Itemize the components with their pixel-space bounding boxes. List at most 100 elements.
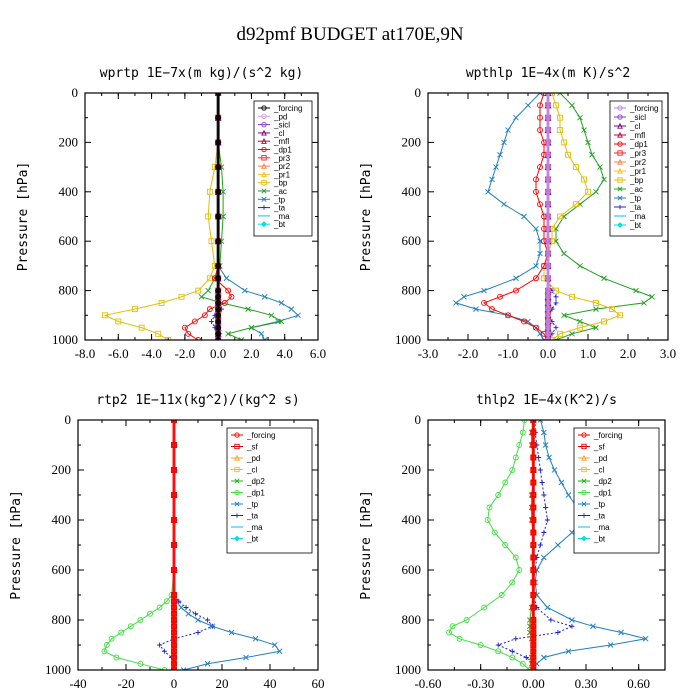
- figure-title: d92pmf BUDGET at170E,9N: [236, 24, 463, 45]
- data-point: [223, 275, 230, 282]
- legend-marker: [617, 114, 623, 120]
- y-axis-label: Pressure [hPa]: [16, 162, 31, 272]
- legend-entry: _pr1: [614, 167, 647, 176]
- series-line: [158, 420, 214, 670]
- zero-stack-marker: [530, 467, 536, 473]
- legend-label: _cl: [273, 129, 284, 138]
- legend-marker: [234, 443, 240, 450]
- legend-marker: [234, 535, 240, 542]
- panel-3: rtp2 1E−11x(kg^2)/(kg^2 s) Pressure [hPa]…: [9, 393, 325, 691]
- legend-entry: _pr1: [258, 170, 291, 179]
- legend-label: _sicl: [273, 121, 290, 130]
- data-point: [573, 201, 579, 208]
- data-point: [243, 654, 249, 661]
- y-tick-label: 400: [402, 512, 422, 527]
- y-tick-label: 0: [415, 85, 422, 100]
- data-point: [521, 318, 527, 325]
- data-point: [181, 324, 188, 331]
- data-point: [258, 331, 265, 337]
- zero-stack-marker: [530, 504, 536, 511]
- legend-label: _sf: [593, 443, 605, 452]
- legend-label: _bp: [629, 176, 644, 185]
- data-point: [642, 635, 649, 642]
- data-point: [561, 250, 567, 257]
- series-line: [103, 93, 219, 340]
- legend-entry: _dp2: [578, 477, 612, 486]
- data-point: [225, 287, 232, 294]
- zero-stack-marker: [530, 517, 536, 523]
- zero-stack-marker: [171, 467, 177, 473]
- legend-entry: _sf: [578, 443, 605, 452]
- data-point: [633, 287, 639, 294]
- data-point: [569, 102, 575, 109]
- y-tick-label: 1000: [52, 332, 78, 347]
- legend-marker: [261, 188, 267, 194]
- legend-marker: [261, 129, 267, 136]
- series-line: [482, 93, 549, 340]
- data-point: [198, 293, 205, 300]
- legend-label: _dp1: [629, 140, 648, 149]
- y-tick-label: 400: [52, 512, 72, 527]
- zero-stack-marker: [171, 654, 177, 661]
- legend-marker: [617, 222, 623, 228]
- zero-stack-marker: [171, 542, 177, 548]
- data-point: [185, 330, 192, 337]
- legend-marker: [261, 171, 267, 178]
- data-point: [541, 429, 547, 436]
- series-line: [448, 420, 531, 670]
- y-tick-label: 600: [402, 233, 422, 248]
- y-axis-label: Pressure [hPa]: [9, 490, 24, 600]
- data-point: [537, 250, 543, 257]
- legend-entry: _dp1: [231, 489, 265, 498]
- data-point: [278, 318, 285, 325]
- data-point: [561, 312, 567, 319]
- legend-marker: [261, 221, 267, 228]
- data-point: [577, 263, 583, 269]
- data-point: [555, 630, 561, 635]
- data-point: [519, 660, 526, 667]
- data-point: [178, 293, 185, 300]
- zero-stack-marker: [545, 152, 551, 158]
- data-point: [502, 479, 509, 486]
- legend-label: _pr3: [629, 149, 647, 158]
- data-point: [542, 442, 549, 448]
- data-point: [555, 542, 561, 548]
- data-point: [493, 164, 499, 170]
- legend-marker: [617, 177, 623, 183]
- y-tick-label: 1000: [395, 332, 421, 347]
- data-point: [513, 275, 519, 282]
- zero-stack-marker: [215, 213, 221, 220]
- legend-label: _sf: [246, 443, 258, 452]
- zero-stack-marker: [171, 517, 177, 523]
- data-point: [553, 300, 559, 306]
- legend-label: _forcing: [593, 431, 622, 440]
- legend-entry: _pr2: [258, 162, 291, 171]
- data-point: [161, 667, 168, 670]
- zero-stack-marker: [215, 189, 221, 195]
- data-point: [541, 492, 547, 498]
- legend-marker: [261, 113, 267, 119]
- legend-entry: _pr3: [614, 149, 647, 158]
- data-point: [261, 337, 268, 340]
- data-point: [501, 139, 507, 146]
- data-point: [533, 188, 539, 195]
- data-point: [115, 318, 122, 325]
- data-point: [155, 330, 162, 337]
- data-point: [461, 293, 467, 300]
- x-tick-label: 4.0: [277, 346, 293, 361]
- data-point: [481, 300, 487, 306]
- x-tick-label: 0: [171, 676, 178, 691]
- data-point: [516, 442, 523, 448]
- data-point: [505, 127, 511, 133]
- legend-label: _dp2: [246, 477, 265, 486]
- data-point: [195, 287, 202, 294]
- y-tick-label: 200: [402, 134, 422, 149]
- x-tick-label: -6.0: [108, 346, 129, 361]
- legend-entry: _ma: [614, 212, 646, 221]
- legend-entry: _forcing: [578, 431, 622, 440]
- data-point: [165, 337, 172, 340]
- legend-entry: _bp: [614, 176, 644, 185]
- data-point: [131, 306, 138, 313]
- legend-label: _forcing: [629, 104, 658, 113]
- legend: _forcing _sf _pd _cl _dp2 _dp1 _tp _ta _ma _bt: [226, 427, 313, 554]
